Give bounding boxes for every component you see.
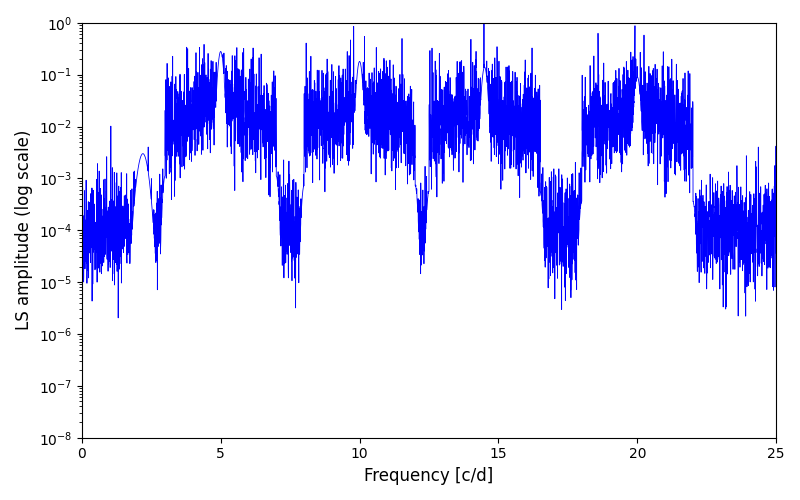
X-axis label: Frequency [c/d]: Frequency [c/d] xyxy=(364,467,494,485)
Y-axis label: LS amplitude (log scale): LS amplitude (log scale) xyxy=(15,130,33,330)
